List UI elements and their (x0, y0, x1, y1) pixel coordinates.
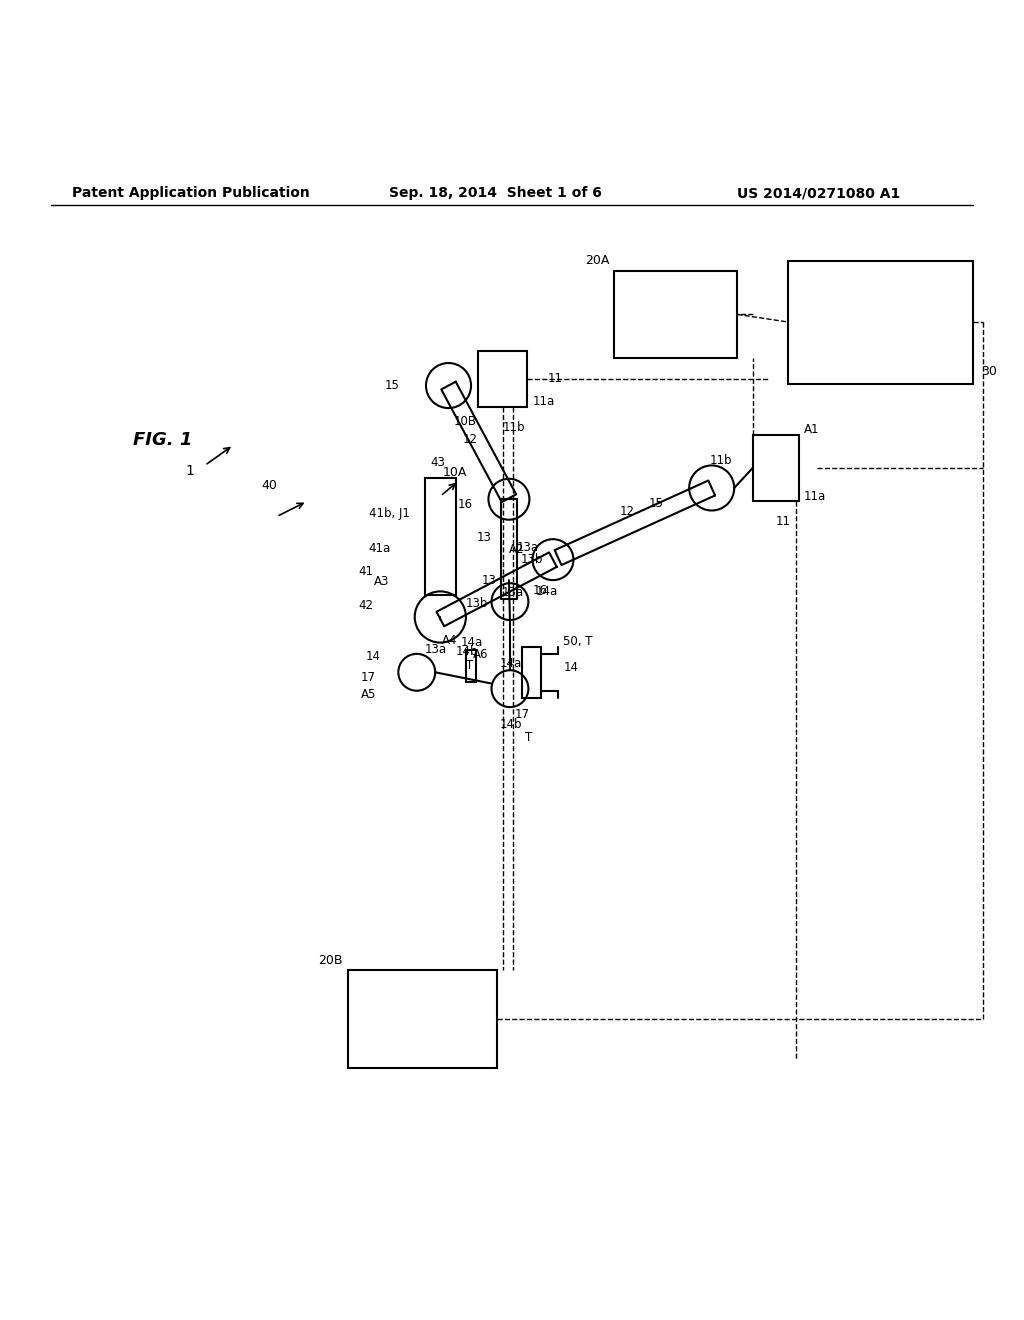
Text: 11: 11 (548, 372, 563, 385)
Text: 30: 30 (981, 364, 997, 378)
Text: US 2014/0271080 A1: US 2014/0271080 A1 (737, 186, 900, 201)
Text: 40: 40 (261, 479, 278, 492)
Text: 14: 14 (563, 661, 579, 673)
Text: 41a: 41a (369, 543, 391, 554)
Bar (478, 351, 527, 407)
Text: 13b: 13b (466, 597, 488, 610)
Text: 41: 41 (358, 565, 374, 578)
Text: 16: 16 (458, 498, 473, 511)
Text: A3: A3 (374, 574, 389, 587)
Text: 13a: 13a (517, 541, 540, 554)
Text: 43: 43 (430, 455, 445, 469)
Text: 11a: 11a (532, 396, 555, 408)
Text: 13: 13 (476, 531, 492, 544)
Text: 11a: 11a (804, 490, 826, 503)
Text: 20A: 20A (585, 255, 609, 267)
Text: A1: A1 (804, 424, 819, 436)
Text: 14a: 14a (461, 636, 483, 649)
Text: 12: 12 (463, 433, 478, 446)
Text: A6: A6 (473, 648, 488, 661)
Text: Patent Application Publication: Patent Application Publication (72, 186, 309, 201)
Text: 41b, J1: 41b, J1 (369, 507, 410, 520)
Text: 14b: 14b (456, 645, 478, 659)
Text: 17: 17 (360, 671, 376, 684)
Text: 20B: 20B (318, 953, 343, 966)
Text: 14b: 14b (500, 718, 522, 731)
Text: 11: 11 (776, 515, 791, 528)
Text: 14: 14 (366, 651, 381, 664)
Text: 15: 15 (648, 496, 664, 510)
Text: T: T (525, 731, 532, 744)
Text: 11b: 11b (710, 454, 732, 467)
Bar (522, 647, 541, 698)
Text: FIG. 1: FIG. 1 (133, 430, 193, 449)
Text: Sep. 18, 2014  Sheet 1 of 6: Sep. 18, 2014 Sheet 1 of 6 (389, 186, 602, 201)
Bar (788, 260, 973, 384)
Text: 17: 17 (515, 708, 530, 721)
Text: 50, T: 50, T (563, 635, 593, 648)
Text: 13: 13 (481, 574, 497, 586)
Text: 15: 15 (385, 379, 400, 392)
Text: A2: A2 (509, 543, 524, 556)
Bar (753, 434, 799, 502)
Text: 42: 42 (358, 599, 374, 612)
Text: A4: A4 (442, 634, 458, 647)
Text: T: T (466, 659, 473, 672)
Text: 14a: 14a (500, 656, 522, 669)
Text: 10B: 10B (454, 414, 476, 428)
Text: 10A: 10A (442, 466, 467, 479)
Text: 16: 16 (532, 583, 548, 597)
Text: 13a: 13a (502, 586, 524, 599)
Text: 11b: 11b (503, 421, 525, 434)
Text: 1: 1 (185, 463, 195, 478)
Bar (348, 970, 497, 1068)
Text: 13b: 13b (520, 553, 543, 566)
Text: 14a: 14a (536, 585, 558, 598)
Text: 13a: 13a (425, 643, 447, 656)
Text: 12: 12 (620, 506, 635, 517)
Text: A5: A5 (360, 688, 376, 701)
Bar (614, 271, 737, 358)
Bar (425, 478, 456, 595)
